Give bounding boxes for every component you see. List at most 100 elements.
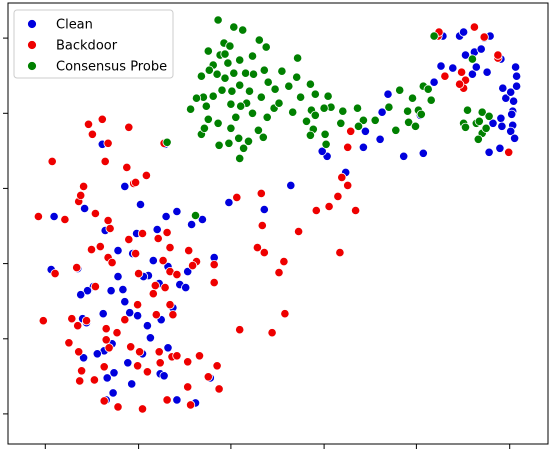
point-consensus-probe-80 — [203, 114, 213, 124]
point-clean-20 — [106, 286, 116, 296]
legend-label-backdoor: Backdoor — [56, 39, 118, 54]
point-clean-69 — [377, 107, 387, 117]
point-clean-52 — [172, 395, 182, 405]
point-backdoor-44 — [209, 259, 219, 270]
point-backdoor-26 — [153, 233, 163, 244]
point-clean-70 — [383, 89, 393, 99]
legend-label-clean: Clean — [56, 18, 93, 33]
point-consensus-probe-19 — [241, 68, 251, 78]
point-consensus-probe-89 — [224, 138, 234, 148]
point-consensus-probe-49 — [319, 103, 329, 113]
point-consensus-probe-69 — [320, 129, 330, 139]
point-backdoor-78 — [162, 395, 172, 405]
point-backdoor-53 — [73, 321, 83, 331]
point-clean-104 — [506, 87, 516, 97]
point-clean-57 — [181, 282, 191, 293]
point-consensus-probe-17 — [220, 73, 230, 83]
point-backdoor-90 — [279, 256, 289, 267]
point-clean-11 — [187, 219, 197, 230]
point-consensus-probe-37 — [201, 101, 211, 111]
point-clean-10 — [172, 206, 182, 217]
point-consensus-probe-65 — [370, 115, 380, 125]
point-backdoor-110 — [504, 147, 514, 157]
point-backdoor-47 — [151, 310, 161, 320]
point-consensus-probe-101 — [484, 111, 494, 121]
legend-item-consensus-probe: Consensus Probe — [27, 60, 167, 75]
point-backdoor-111 — [454, 79, 465, 89]
point-consensus-probe-91 — [190, 210, 201, 221]
point-consensus-probe-30 — [235, 80, 245, 90]
point-consensus-probe-14 — [204, 65, 214, 75]
point-consensus-probe-75 — [247, 108, 258, 118]
series-consensus-probe — [162, 15, 494, 221]
point-consensus-probe-40 — [256, 92, 266, 102]
point-consensus-probe-20 — [248, 69, 259, 79]
point-backdoor-80 — [113, 402, 123, 412]
legend-marker-consensus-probe — [27, 61, 37, 71]
point-clean-37 — [118, 284, 128, 295]
point-backdoor-10 — [131, 177, 141, 187]
point-consensus-probe-44 — [310, 89, 320, 99]
point-consensus-probe-56 — [395, 85, 405, 95]
point-backdoor-35 — [72, 262, 82, 273]
point-consensus-probe-58 — [423, 84, 433, 94]
point-backdoor-101 — [343, 142, 353, 152]
point-consensus-probe-31 — [227, 86, 237, 96]
point-backdoor-84 — [252, 243, 262, 253]
point-backdoor-91 — [280, 309, 290, 319]
point-backdoor-99 — [335, 248, 345, 258]
point-clean-91 — [508, 96, 519, 106]
point-consensus-probe-100 — [460, 122, 471, 132]
point-backdoor-11 — [141, 170, 151, 180]
point-backdoor-1 — [97, 114, 107, 124]
point-consensus-probe-66 — [353, 121, 364, 131]
point-consensus-probe-87 — [253, 125, 263, 135]
point-consensus-probe-63 — [410, 121, 421, 131]
point-consensus-probe-11 — [247, 51, 258, 61]
legend-label-consensus-probe: Consensus Probe — [56, 60, 167, 75]
point-backdoor-48 — [133, 300, 143, 310]
point-clean-51 — [159, 371, 169, 381]
point-backdoor-94 — [311, 205, 321, 216]
point-clean-101 — [495, 143, 505, 153]
point-backdoor-25 — [124, 234, 134, 245]
point-clean-100 — [488, 118, 498, 128]
point-backdoor-33 — [172, 269, 182, 280]
point-clean-98 — [506, 126, 516, 136]
point-backdoor-73 — [203, 372, 213, 382]
point-backdoor-51 — [101, 324, 111, 334]
point-consensus-probe-21 — [259, 65, 269, 75]
point-clean-89 — [511, 71, 522, 81]
point-backdoor-114 — [493, 50, 503, 60]
legend-item-backdoor: Backdoor — [27, 39, 118, 54]
point-clean-19 — [113, 271, 123, 282]
point-clean-67 — [375, 134, 385, 144]
point-backdoor-64 — [135, 347, 145, 357]
point-backdoor-67 — [154, 347, 164, 357]
point-consensus-probe-55 — [407, 93, 418, 103]
point-consensus-probe-22 — [277, 66, 287, 76]
point-backdoor-2 — [103, 138, 113, 148]
point-backdoor-24 — [131, 249, 141, 259]
point-consensus-probe-3 — [254, 35, 264, 45]
point-backdoor-8 — [122, 162, 132, 172]
point-consensus-probe-16 — [212, 69, 222, 79]
point-clean-76 — [436, 61, 446, 71]
point-consensus-probe-103 — [473, 134, 483, 144]
point-backdoor-27 — [162, 227, 172, 238]
point-backdoor-39 — [150, 280, 160, 291]
point-backdoor-45 — [165, 300, 175, 310]
point-backdoor-98 — [337, 172, 347, 182]
point-consensus-probe-33 — [208, 91, 218, 101]
point-clean-3 — [135, 199, 146, 210]
point-clean-18 — [113, 246, 123, 256]
point-backdoor-59 — [75, 376, 85, 386]
point-consensus-probe-12 — [261, 42, 271, 52]
point-consensus-probe-1 — [229, 22, 239, 32]
point-clean-38 — [145, 333, 155, 343]
point-consensus-probe-27 — [270, 84, 280, 94]
point-clean-33 — [183, 266, 193, 277]
point-backdoor-17 — [90, 208, 101, 219]
